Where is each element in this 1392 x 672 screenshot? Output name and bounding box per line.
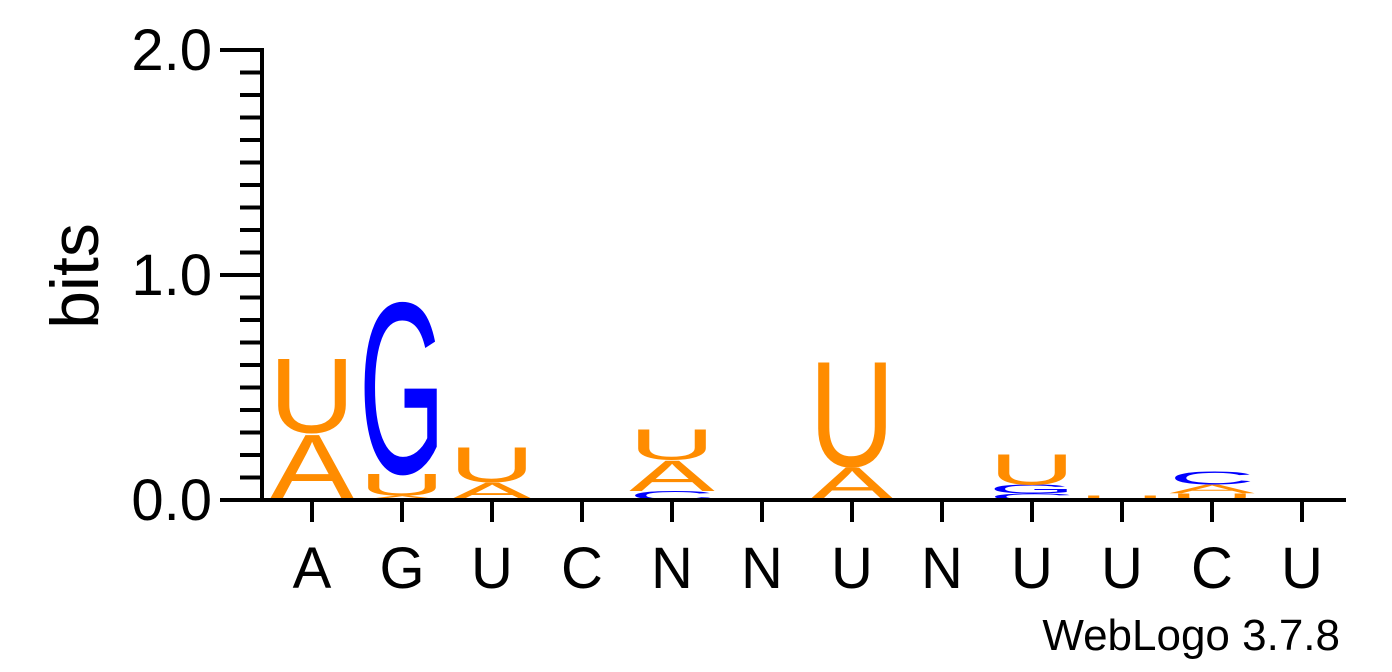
y-tick-label: 1.0 xyxy=(131,243,212,308)
logo-letter-U: U xyxy=(629,420,715,469)
logo-letter-U: U xyxy=(1079,494,1165,501)
x-tick-label: N xyxy=(651,536,693,601)
stack-position-1: AU xyxy=(269,336,355,520)
logo-letter-U: U xyxy=(989,445,1075,494)
logo-letter-U: U xyxy=(1169,492,1255,502)
logo-letter-G: G xyxy=(989,482,1075,496)
x-tick-label: U xyxy=(1101,536,1143,601)
stack-position-5: CAU xyxy=(629,420,715,502)
x-tick-label: C xyxy=(1191,536,1233,601)
logo-letter-U: U xyxy=(449,437,535,493)
x-tick-label: N xyxy=(741,536,783,601)
logo-letter-C: C xyxy=(989,492,1075,502)
x-tick-label: G xyxy=(379,536,424,601)
x-tick-label: U xyxy=(471,536,513,601)
x-tick-label: U xyxy=(1281,536,1323,601)
weblogo-credit: WebLogo 3.7.8 xyxy=(1042,611,1340,660)
x-tick-label: N xyxy=(921,536,963,601)
logo-letter-G: G xyxy=(359,253,445,526)
y-ticks: 0.0 1.0 2.0 xyxy=(131,18,262,533)
letter-stacks: AUAUGAUCAUAUCGUUUACU xyxy=(269,253,1345,526)
logo-letter-U: U xyxy=(809,330,895,499)
stack-position-7: AU xyxy=(809,330,895,511)
stack-position-3: AU xyxy=(449,437,535,506)
logo-letter-A: A xyxy=(359,494,445,501)
logo-letter-A: A xyxy=(1169,482,1255,496)
logo-letter-A: A xyxy=(629,452,715,501)
stack-position-2: AUG xyxy=(359,253,445,526)
logo-letter-U: U xyxy=(269,336,355,455)
y-tick-label: 0.0 xyxy=(131,468,212,533)
stack-position-10: U xyxy=(1079,494,1165,501)
x-tick-label: A xyxy=(293,536,332,601)
logo-letter-U: U xyxy=(359,467,445,502)
stack-position-9: CGU xyxy=(989,445,1075,502)
y-tick-label: 2.0 xyxy=(131,18,212,83)
logo-letter-C: C xyxy=(1169,467,1255,488)
y-axis-label: bits xyxy=(37,223,113,329)
stack-position-11: UAC xyxy=(1169,467,1255,502)
x-tick-label: U xyxy=(1011,536,1053,601)
x-tick-label: C xyxy=(561,536,603,601)
x-tick-label: U xyxy=(831,536,873,601)
